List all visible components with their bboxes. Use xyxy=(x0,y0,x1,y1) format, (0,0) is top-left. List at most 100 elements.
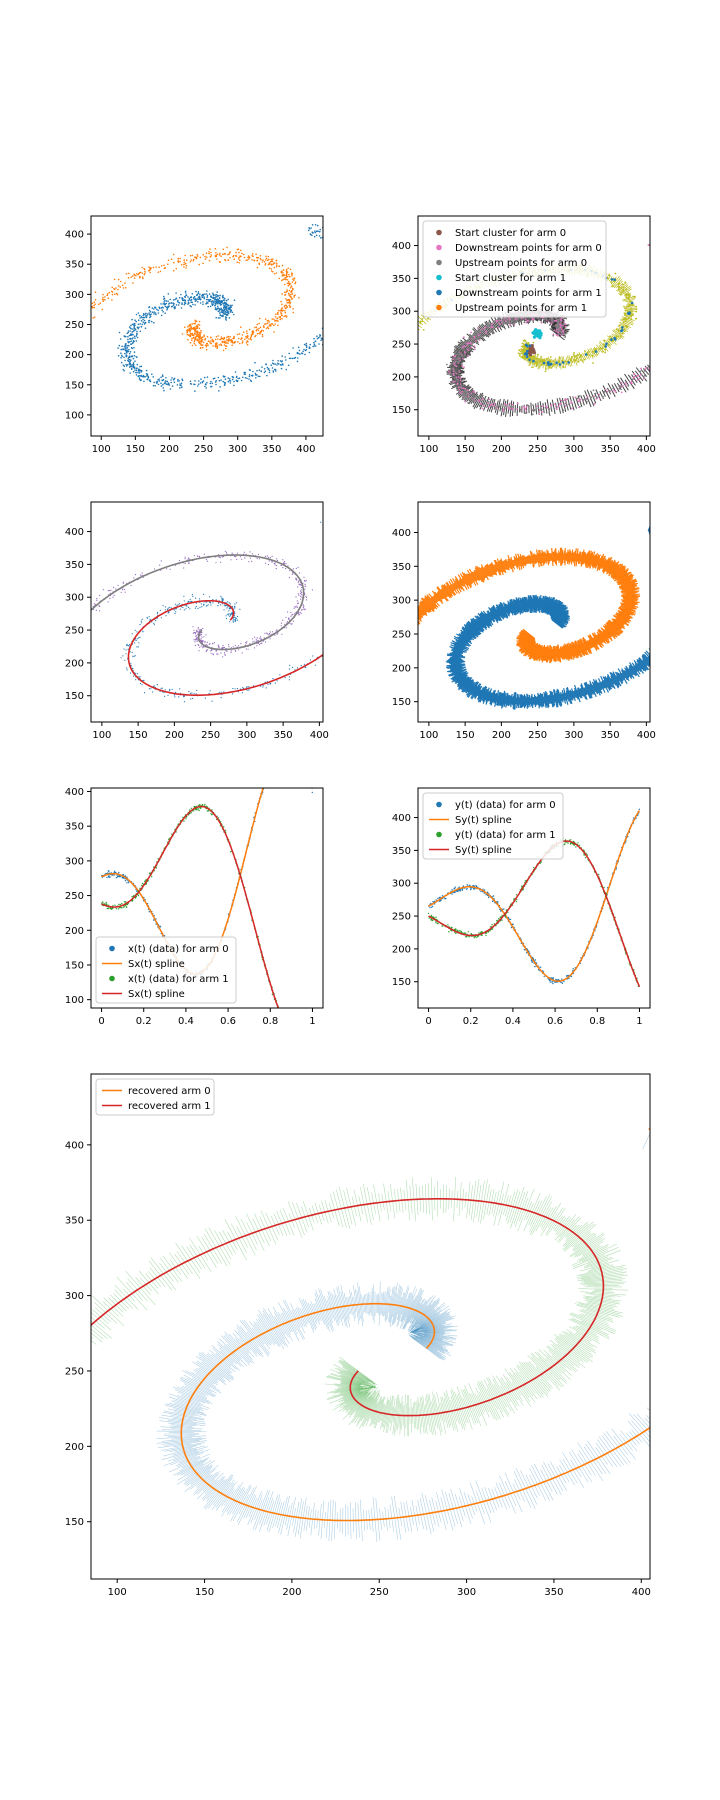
data-point xyxy=(95,609,97,611)
data-point xyxy=(198,327,201,330)
x-tick-label: 150 xyxy=(126,444,145,455)
data-point xyxy=(104,298,106,301)
data-point xyxy=(313,337,315,340)
data-point xyxy=(466,394,469,396)
data-point xyxy=(136,332,138,335)
data-point xyxy=(579,356,581,359)
data-point xyxy=(604,348,607,351)
data-point xyxy=(560,399,563,402)
data-point xyxy=(573,354,575,356)
data-point xyxy=(531,318,534,321)
data-point xyxy=(223,609,225,611)
data-point xyxy=(148,320,150,322)
data-point xyxy=(231,311,234,314)
data-point xyxy=(206,560,209,562)
data-point xyxy=(123,356,125,359)
data-point xyxy=(211,304,214,307)
data-point xyxy=(206,256,208,259)
data-point xyxy=(248,375,251,378)
data-point xyxy=(544,359,546,362)
data-point xyxy=(164,380,167,382)
data-point xyxy=(541,360,543,362)
data-point xyxy=(598,395,600,398)
data-point xyxy=(258,332,261,335)
data-point xyxy=(303,579,306,582)
data-point xyxy=(620,382,623,384)
data-point xyxy=(180,307,183,309)
data-point xyxy=(238,251,240,254)
data-point xyxy=(151,311,154,314)
normal-segment xyxy=(612,330,624,340)
data-point xyxy=(183,266,185,268)
data-point xyxy=(502,410,505,412)
data-point xyxy=(225,299,228,302)
data-point xyxy=(285,270,288,272)
data-point xyxy=(246,259,249,261)
data-point xyxy=(500,320,503,323)
data-point xyxy=(536,357,539,360)
data-point xyxy=(244,644,246,646)
normal-segment xyxy=(418,324,423,329)
data-point xyxy=(184,326,186,329)
data-point xyxy=(223,381,226,384)
data-point xyxy=(281,309,284,312)
data-point xyxy=(281,279,283,282)
data-point xyxy=(299,593,301,595)
normal-segment xyxy=(634,370,644,382)
data-point xyxy=(196,253,199,256)
data-point xyxy=(233,380,235,383)
data-point xyxy=(187,606,190,609)
data-point xyxy=(511,319,513,322)
data-point xyxy=(492,328,495,331)
data-point xyxy=(143,273,146,276)
data-point xyxy=(512,320,515,322)
data-point xyxy=(281,303,283,306)
data-point xyxy=(226,311,228,314)
data-point xyxy=(536,405,539,408)
data-point xyxy=(550,407,553,410)
data-point xyxy=(256,637,259,639)
data-point xyxy=(281,318,283,320)
data-point xyxy=(160,560,162,562)
data-point xyxy=(219,314,221,317)
data-point xyxy=(320,337,323,340)
data-point xyxy=(628,304,631,306)
data-point xyxy=(162,387,165,389)
normal-segment xyxy=(479,395,487,410)
data-point xyxy=(558,360,561,363)
data-point xyxy=(138,637,140,639)
data-point xyxy=(275,265,278,268)
data-point xyxy=(288,289,291,292)
data-point xyxy=(199,293,201,296)
data-point xyxy=(557,323,560,325)
data-point xyxy=(162,307,164,309)
data-point xyxy=(204,344,207,347)
data-point xyxy=(287,292,290,295)
normal-segment xyxy=(535,403,538,415)
data-point xyxy=(284,294,286,296)
normal-segment xyxy=(596,347,601,353)
data-point xyxy=(214,308,217,311)
data-point xyxy=(163,297,166,300)
data-point xyxy=(265,255,267,258)
data-point xyxy=(199,334,201,337)
data-point xyxy=(265,687,267,689)
data-point xyxy=(454,347,457,349)
data-point xyxy=(241,252,243,255)
data-point xyxy=(143,380,145,383)
data-point xyxy=(633,375,636,378)
data-point xyxy=(151,307,154,309)
data-point xyxy=(203,376,206,379)
data-point xyxy=(627,385,630,387)
data-point xyxy=(491,326,494,328)
data-point xyxy=(520,410,523,412)
data-point xyxy=(119,286,122,288)
x-tick-label: 100 xyxy=(92,444,111,455)
data-point xyxy=(218,379,221,382)
data-point xyxy=(256,645,258,647)
data-point xyxy=(592,389,595,392)
data-point xyxy=(287,611,289,613)
data-point xyxy=(262,684,264,687)
data-point xyxy=(586,351,589,354)
data-point xyxy=(285,304,288,307)
